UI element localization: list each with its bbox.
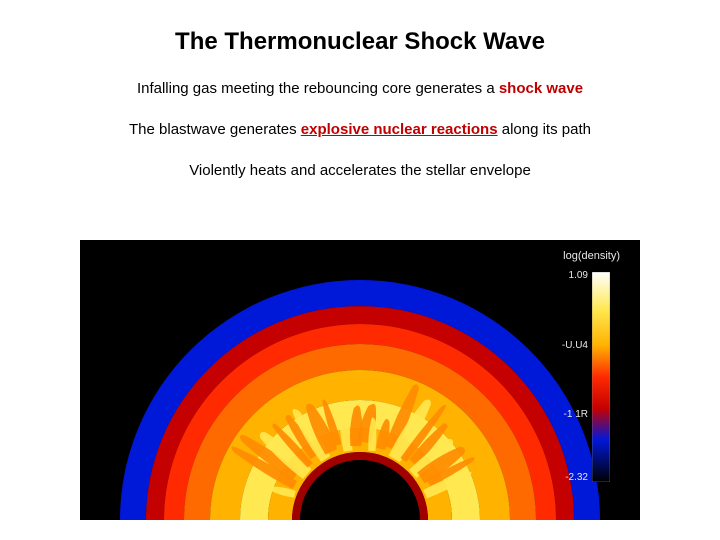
- line-2-pre: The blastwave generates: [129, 121, 301, 138]
- text-line-1: Infalling gas meeting the rebouncing cor…: [0, 80, 720, 97]
- colorbar-tick: -U.U4: [562, 340, 588, 351]
- slide: The Thermonuclear Shock Wave Infalling g…: [0, 0, 720, 540]
- colorbar-label: log(density): [563, 250, 620, 262]
- colorbar-tick: -2.32: [565, 472, 588, 483]
- slide-title: The Thermonuclear Shock Wave: [0, 0, 720, 56]
- line-3-pre: Violently heats and accelerates the stel…: [189, 162, 531, 179]
- line-2-emph: explosive nuclear reactions: [301, 121, 498, 138]
- colorbar-svg: [592, 272, 610, 482]
- density-svg: [80, 240, 640, 520]
- colorbar-tick: -1 1R: [564, 409, 588, 420]
- line-1-emph: shock wave: [499, 80, 583, 97]
- colorbar: [592, 272, 610, 482]
- text-line-2: The blastwave generates explosive nuclea…: [0, 121, 720, 138]
- line-2-post: along its path: [498, 121, 591, 138]
- text-line-3: Violently heats and accelerates the stel…: [0, 162, 720, 179]
- line-1-pre: Infalling gas meeting the rebouncing cor…: [137, 80, 499, 97]
- colorbar-tick: 1.09: [569, 270, 588, 281]
- density-figure: log(density) 1.09 -U.U4 -1 1R -2.32: [80, 240, 640, 520]
